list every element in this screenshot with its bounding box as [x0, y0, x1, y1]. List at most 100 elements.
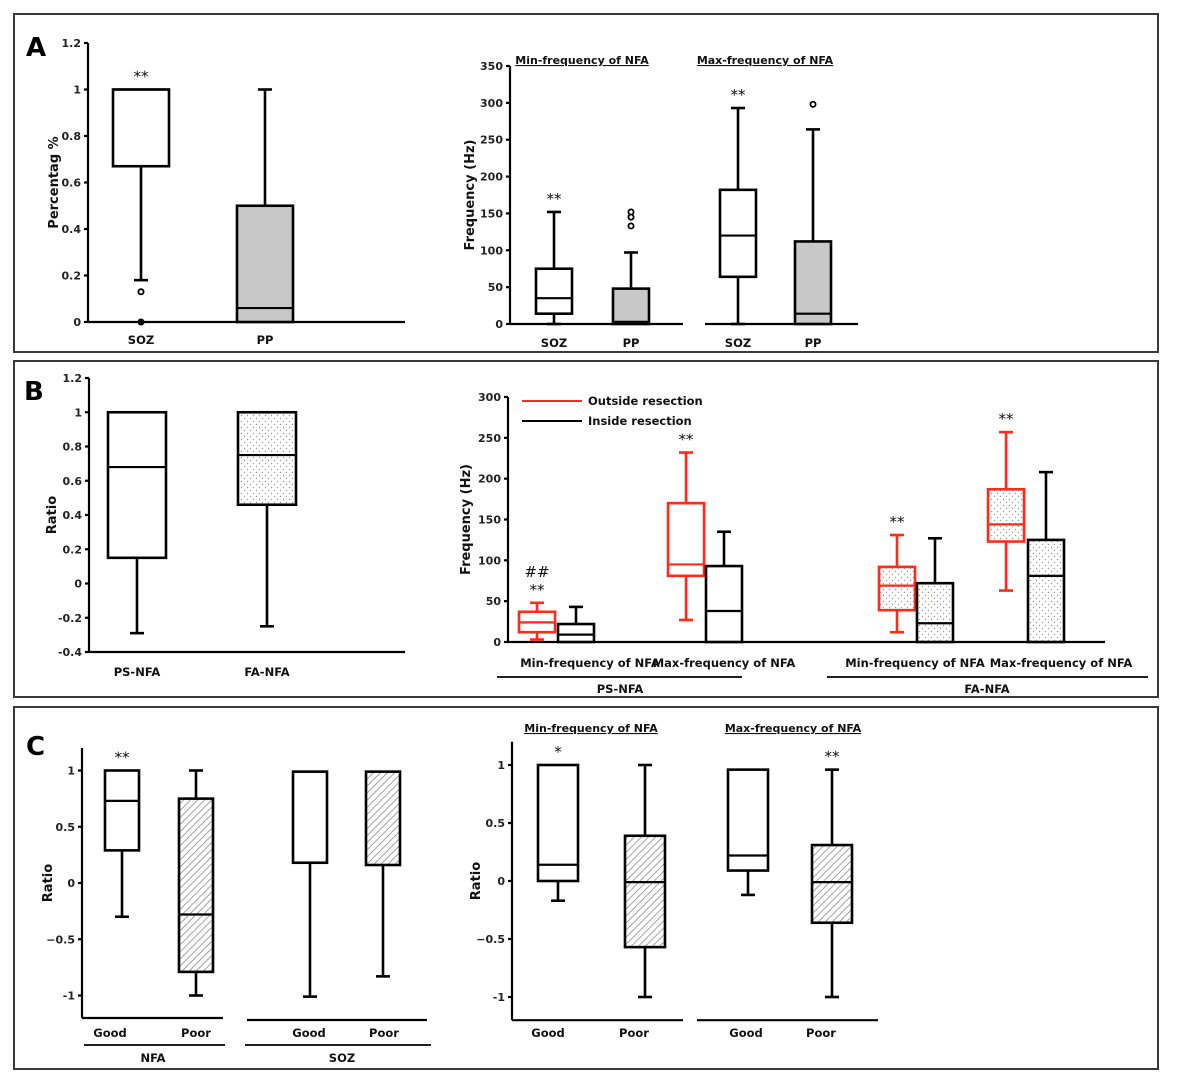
box-iqr — [556, 622, 596, 644]
A-left-box-0: ** — [111, 68, 171, 326]
box-iqr — [111, 88, 171, 168]
box-iqr — [793, 240, 833, 326]
significance-marker: ** — [134, 68, 150, 86]
B-right-subcategory-label: Min-frequency of NFA — [520, 656, 660, 670]
panel-letter-b: B — [24, 377, 44, 407]
outlier-point — [137, 288, 145, 296]
C-right-y-tick-label: -1 — [493, 991, 505, 1004]
B-right-box-3 — [704, 530, 744, 644]
B-right-y-tick-label: 150 — [478, 514, 501, 527]
C-right-y-axis-title: Ratio — [469, 862, 484, 900]
B-right-subcategory-label: Min-frequency of NFA — [845, 656, 985, 670]
box-iqr — [536, 763, 580, 883]
A-right-y-tick-label: 200 — [480, 171, 503, 184]
significance-marker: ** — [679, 431, 695, 449]
B-right-box-4: ** — [877, 513, 917, 634]
box-iqr — [236, 410, 298, 507]
outlier-point — [627, 222, 635, 230]
box-iqr — [364, 770, 402, 867]
B-left-y-tick-label: 0.6 — [63, 475, 83, 488]
C-right-box-2 — [726, 768, 770, 897]
box-iqr — [986, 487, 1026, 543]
box-iqr — [235, 204, 295, 324]
A-right-y-tick-label: 100 — [480, 244, 503, 257]
B-right-box-6: ** — [986, 410, 1026, 592]
significance-marker: ** — [890, 513, 906, 531]
significance-marker: ** — [115, 749, 131, 767]
A-right-group-title: Min-frequency of NFA — [515, 54, 649, 67]
panel-letter-a: A — [26, 33, 46, 63]
box-iqr — [877, 565, 917, 612]
box-iqr — [726, 768, 770, 872]
A-right-y-axis-title: Frequency (Hz) — [463, 140, 478, 251]
B-left-y-tick-label: 0 — [74, 578, 82, 591]
significance-marker: ** — [547, 190, 563, 208]
C-left-y-tick-label: −0.5 — [46, 933, 75, 946]
panel-letter-c: C — [26, 732, 45, 762]
C-left-box-3 — [364, 770, 402, 978]
C-left-x-category-label: Good — [292, 1026, 325, 1040]
A-left-y-tick-label: 0.4 — [62, 223, 82, 236]
A-right-y-tick-label: 250 — [480, 134, 503, 147]
C-left-x-category-label: Good — [93, 1026, 126, 1040]
B-left-x-category-label: PS-NFA — [114, 665, 161, 679]
A-right-y-tick-label: 150 — [480, 207, 503, 220]
C-right-box-0: * — [536, 743, 580, 903]
C-right-y-tick-label: 0 — [497, 875, 505, 888]
C-left-y-tick-label: 0 — [67, 877, 75, 890]
panel-a-frame — [13, 13, 1159, 353]
C-right-y-tick-label: 1 — [497, 759, 505, 772]
box-iqr — [718, 188, 758, 279]
A-right-x-category-label: SOZ — [725, 336, 751, 350]
B-left-y-tick-label: -0.2 — [58, 612, 82, 625]
A-left-x-category-label: PP — [257, 333, 274, 347]
B-left-y-tick-label: -0.4 — [58, 646, 82, 659]
C-right-group-title: Min-frequency of NFA — [524, 722, 658, 735]
A-right-y-tick-label: 50 — [488, 281, 504, 294]
B-right-y-tick-label: 200 — [478, 473, 501, 486]
C-right-box-3: ** — [810, 748, 854, 999]
C-left-y-axis-title: Ratio — [41, 864, 56, 902]
A-right-box-1 — [611, 208, 651, 326]
B-right-legend: Outside resection Inside resection — [522, 394, 703, 428]
B-right-y-tick-label: 250 — [478, 432, 501, 445]
box-iqr — [177, 797, 215, 974]
A-left-y-tick-label: 0.8 — [62, 130, 82, 143]
significance-marker: * — [554, 743, 562, 761]
B-left-y-tick-label: 0.4 — [63, 509, 83, 522]
B-right-box-7 — [1026, 470, 1066, 644]
C-left-y-tick-label: -1 — [63, 990, 75, 1003]
C-left-group-label: SOZ — [329, 1051, 355, 1065]
box-iqr — [704, 564, 744, 644]
A-left-x-category-label: SOZ — [128, 333, 154, 347]
B-right-subcategory-label: Max-frequency of NFA — [990, 656, 1133, 670]
C-left-box-0: ** — [103, 749, 141, 919]
panel-b-frame — [13, 360, 1159, 698]
box-iqr — [534, 267, 574, 315]
box-iqr — [611, 287, 651, 326]
C-left-box-1 — [177, 769, 215, 997]
A-left-y-tick-label: 0 — [73, 316, 81, 329]
A-left-y-tick-label: 0.2 — [62, 270, 82, 283]
B-right-group-label: PS-NFA — [597, 682, 644, 696]
B-left-x-category-label: FA-NFA — [244, 665, 289, 679]
significance-marker: ** — [530, 581, 546, 599]
panel-c-frame — [13, 706, 1159, 1070]
B-left-y-tick-label: 0.8 — [63, 441, 83, 454]
A-right-x-category-label: SOZ — [541, 336, 567, 350]
box-iqr — [915, 581, 955, 644]
A-right-group-title: Max-frequency of NFA — [697, 54, 834, 67]
box-iqr — [623, 834, 667, 949]
outlier-point — [809, 100, 817, 108]
A-right-box-3 — [793, 100, 833, 326]
significance-marker-hash: ## — [524, 563, 549, 581]
significance-marker: ** — [825, 748, 841, 766]
C-right-x-category-label: Good — [531, 1026, 564, 1040]
box-iqr — [103, 769, 141, 852]
C-right-group-title: Max-frequency of NFA — [725, 722, 862, 735]
C-left-group-label: NFA — [140, 1051, 165, 1065]
A-right-x-category-label: PP — [623, 336, 640, 350]
significance-marker: ** — [999, 410, 1015, 428]
